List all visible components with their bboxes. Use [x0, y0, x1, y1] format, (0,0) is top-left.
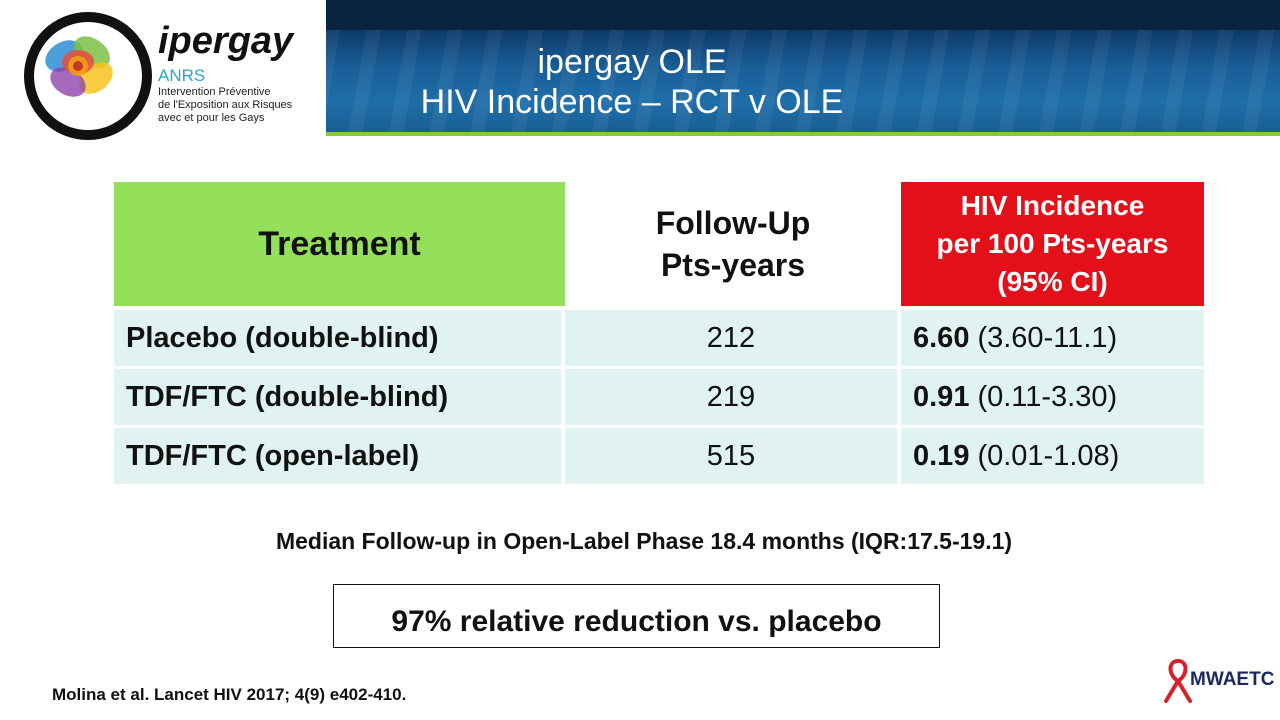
- table-row: TDF/FTC (open-label) 515 0.19 (0.01-1.08…: [114, 428, 1204, 484]
- header-incidence: HIV Incidence per 100 Pts-years (95% CI): [901, 182, 1204, 306]
- logo-org: ANRS: [158, 66, 206, 85]
- cell-treatment: TDF/FTC (open-label): [114, 428, 561, 484]
- cell-followup: 212: [565, 310, 897, 366]
- incidence-ci: (3.60-11.1): [977, 321, 1118, 354]
- cell-incidence: 0.91 (0.11-3.30): [901, 369, 1204, 425]
- citation: Molina et al. Lancet HIV 2017; 4(9) e402…: [52, 685, 407, 704]
- mwaetc-logo: MWAETC: [1190, 669, 1275, 690]
- logo-subtitle: Intervention Préventive de l'Exposition …: [158, 86, 328, 125]
- incidence-ci: (0.11-3.30): [977, 380, 1118, 413]
- cell-incidence: 0.19 (0.01-1.08): [901, 428, 1204, 484]
- slide-title-line2: HIV Incidence – RCT v OLE: [420, 83, 844, 121]
- median-followup-text: Median Follow-up in Open-Label Phase 18.…: [275, 528, 1013, 554]
- header-texture: [326, 30, 1280, 136]
- table-row: Placebo (double-blind) 212 6.60 (3.60-11…: [114, 310, 1204, 366]
- header-followup: Follow-Up Pts-years: [565, 182, 901, 306]
- slide-title: ipergay OLE HIV Incidence – RCT v OLE: [326, 42, 938, 122]
- logo-subtitle-line: Intervention Préventive: [158, 86, 271, 98]
- reduction-callout: 97% relative reduction vs. placebo: [333, 584, 940, 648]
- slide-title-line1: ipergay OLE: [537, 43, 727, 81]
- header-incidence-line2: per 100 Pts-years: [936, 228, 1169, 259]
- incidence-value: 0.91: [913, 380, 970, 413]
- cell-treatment: TDF/FTC (double-blind): [114, 369, 561, 425]
- header-accent-line: [326, 132, 1280, 136]
- incidence-value: 0.19: [913, 439, 970, 472]
- incidence-value: 6.60: [913, 321, 970, 354]
- cell-treatment: Placebo (double-blind): [114, 310, 561, 366]
- ipergay-logo-icon: [24, 12, 152, 140]
- logo-wordmark: ipergay: [158, 20, 294, 62]
- logo-subtitle-line: de l'Exposition aux Risques: [158, 99, 293, 111]
- table-row: TDF/FTC (double-blind) 219 0.91 (0.11-3.…: [114, 369, 1204, 425]
- incidence-ci: (0.01-1.08): [977, 439, 1120, 472]
- header-top-strip: [326, 0, 1280, 30]
- cell-followup: 515: [565, 428, 897, 484]
- header-treatment: Treatment: [114, 182, 565, 306]
- logo-subtitle-line: avec et pour les Gays: [158, 112, 265, 124]
- cell-followup: 219: [565, 369, 897, 425]
- cell-incidence: 6.60 (3.60-11.1): [901, 310, 1204, 366]
- header-incidence-line1: HIV Incidence: [960, 190, 1145, 221]
- header-band: [326, 0, 1280, 136]
- header-incidence-line3: (95% CI): [997, 266, 1108, 297]
- red-ribbon-icon: [1164, 658, 1192, 703]
- header-followup-line2: Pts-years: [660, 247, 806, 283]
- header-followup-line1: Follow-Up: [655, 205, 811, 241]
- flower-emblem-icon: [38, 26, 118, 106]
